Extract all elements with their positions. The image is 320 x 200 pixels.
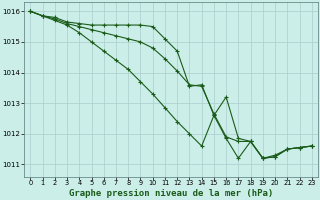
X-axis label: Graphe pression niveau de la mer (hPa): Graphe pression niveau de la mer (hPa) [69, 189, 273, 198]
